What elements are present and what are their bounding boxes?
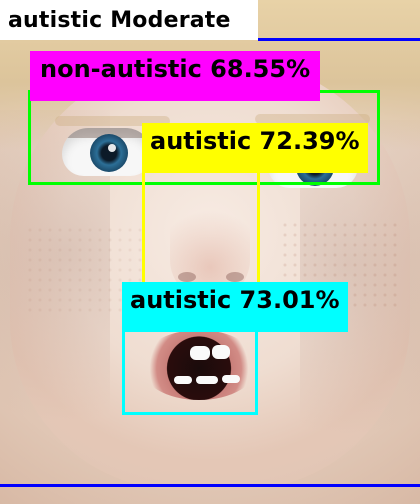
- right-brow: [255, 114, 370, 124]
- tooth-upper-2: [212, 345, 230, 359]
- detection-label-mouth: autistic 73.01%: [122, 282, 348, 332]
- left-eye: [62, 128, 152, 176]
- tooth-lower-1: [174, 376, 192, 384]
- nose: [170, 190, 250, 300]
- detection-label-eyes: non-autistic 68.55%: [30, 51, 321, 101]
- nostril-left: [178, 272, 196, 282]
- tooth-upper-1: [190, 346, 210, 360]
- tooth-lower-3: [222, 375, 240, 383]
- left-iris: [90, 134, 128, 172]
- left-eyelid: [62, 128, 152, 138]
- tooth-lower-2: [196, 376, 218, 384]
- top-blue-rule: [258, 38, 420, 41]
- summary-banner: autistic Moderate: [0, 0, 258, 40]
- summary-label: autistic Moderate: [8, 7, 231, 33]
- left-brow: [55, 116, 170, 126]
- mouth: [140, 330, 258, 400]
- bottom-blue-rule: [0, 484, 420, 487]
- nostril-right: [226, 272, 244, 282]
- detection-label-nose: autistic 72.39%: [142, 123, 368, 173]
- left-eye-glint: [108, 144, 116, 152]
